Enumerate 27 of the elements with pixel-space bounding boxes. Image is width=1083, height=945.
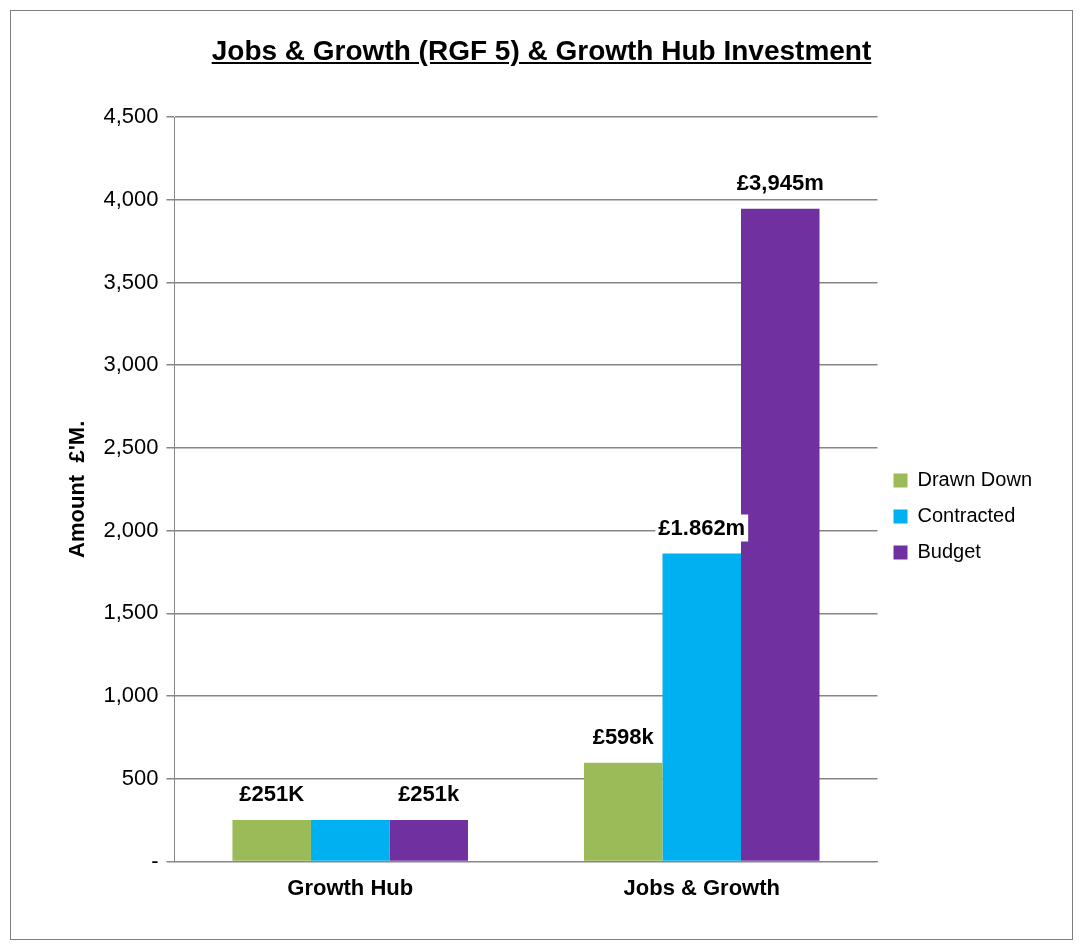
- annotation: £1.862m: [658, 514, 746, 540]
- bar: [389, 820, 468, 861]
- legend-label: Drawn Down: [917, 468, 1032, 491]
- legend-label: Budget: [917, 540, 982, 563]
- y-tick-label: 4,500: [103, 103, 159, 129]
- data-label: £251K: [239, 781, 305, 807]
- data-label: £598k: [592, 723, 655, 749]
- bar: [662, 553, 742, 861]
- legend-label: Contracted: [917, 504, 1016, 527]
- y-tick-label: 500: [121, 764, 159, 790]
- bar: [310, 820, 390, 861]
- bar: [583, 762, 663, 861]
- data-label: £251k: [398, 781, 461, 807]
- y-tick-label: 4,000: [103, 185, 159, 211]
- y-tick-label: -: [151, 847, 159, 873]
- x-tick-label: Jobs & Growth: [623, 874, 780, 900]
- y-tick-label: 3,500: [103, 268, 159, 294]
- y-tick-label: 2,000: [103, 516, 159, 542]
- y-tick-label: 3,000: [103, 351, 159, 377]
- data-label: £3,945m: [736, 169, 824, 195]
- y-tick-label: 1,000: [103, 682, 159, 708]
- y-tick-label: 1,500: [103, 599, 159, 625]
- chart-title: Jobs & Growth (RGF 5) & Growth Hub Investment: [210, 35, 873, 67]
- y-axis-title: Amount £'M.: [64, 420, 90, 558]
- y-tick-label: 2,500: [103, 434, 159, 459]
- x-tick-label: Growth Hub: [287, 874, 414, 900]
- bar: [232, 820, 311, 861]
